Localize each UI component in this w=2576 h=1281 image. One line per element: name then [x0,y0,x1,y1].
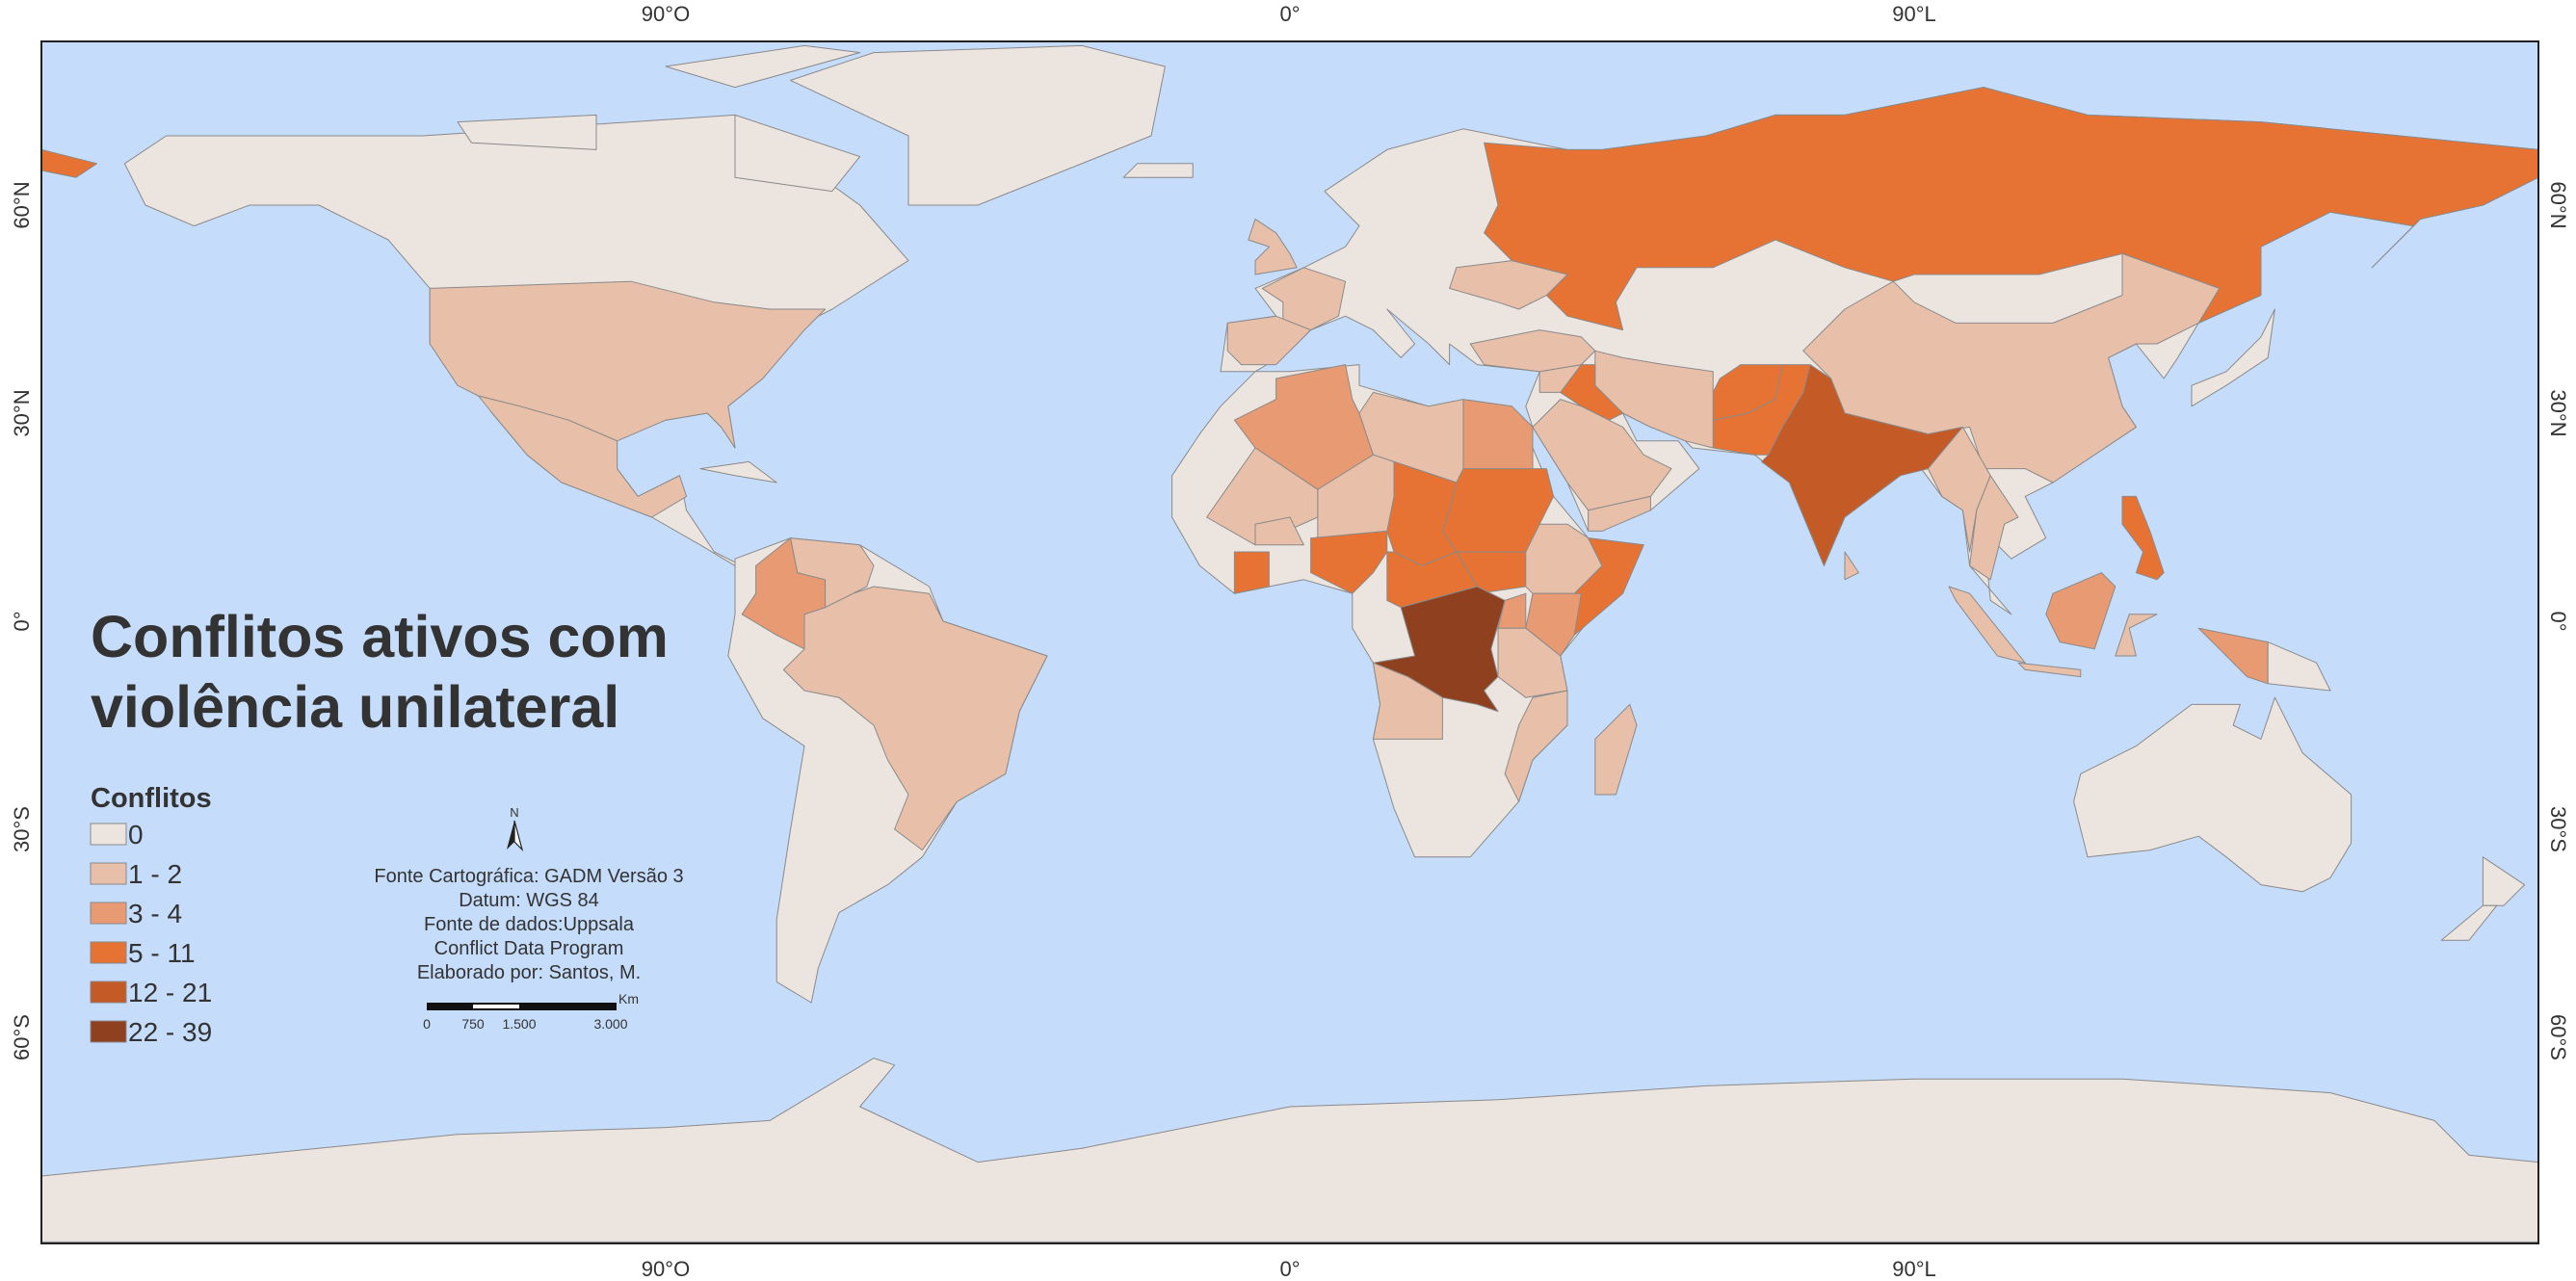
country [734,114,861,193]
legend-label: 3 - 4 [128,899,182,928]
country [790,44,1166,206]
legend-label: 22 - 39 [128,1017,212,1047]
country [1525,592,1582,657]
title: Conflitos ativos com violência unilatera… [91,604,669,740]
longitude-label: 90°O [642,2,690,26]
country [1712,364,1783,421]
country [2482,856,2526,906]
legend-swatch [90,902,127,925]
legend-title: Conflitos [91,783,212,814]
scale-label: 3.000 [593,1016,627,1032]
country [457,114,597,150]
country [1449,260,1568,310]
scale-unit: Km [618,991,639,1006]
latitude-label: 60°S [10,1014,34,1060]
credit-line: Datum: WGS 84 [459,890,599,911]
legend-swatch [90,1020,127,1043]
title-line: violência unilateral [91,674,619,740]
country [1484,87,2539,331]
country [1226,315,1312,366]
country [1456,551,1527,594]
legend-label: 1 - 2 [128,859,182,889]
graticule-labels: 90°O 90°O 0° 0° 90°L 90°L 60°N 60°N 30°N 30°N 0° 0°… [10,2,2570,1281]
country [478,395,688,518]
scale-bar: 0 750 1.500 3.000 Km [423,991,639,1032]
country [2191,308,2275,407]
credit-line: Elaborado por: Santos, M. [417,962,641,983]
credit-line: Fonte Cartográfica: GADM Versão 3 [374,866,683,887]
latitude-label: 30°N [2546,389,2570,436]
land [40,44,2539,1242]
north-label: N [510,805,518,820]
latitude-label: 60°S [2546,1014,2570,1060]
longitude-label: 90°L [1892,1257,1936,1281]
country [2115,614,2158,657]
country [2121,495,2165,581]
north-arrow-right [513,820,524,852]
scale-label: 0 [423,1016,431,1032]
country [40,1058,2539,1242]
latitude-label: 0° [10,611,34,631]
country [1233,551,1270,594]
legend-swatch [90,941,127,964]
country [2440,904,2498,941]
country [1248,218,1298,275]
country [1532,399,1672,511]
map-frame [40,40,2539,1244]
country [1254,516,1304,546]
country [1969,475,2019,581]
country [1844,551,1859,581]
country [790,537,875,609]
title-line: Conflitos ativos com [91,604,669,669]
scale-label: 750 [461,1016,485,1032]
country [1372,662,1443,740]
legend-label: 5 - 11 [128,938,196,968]
longitude-label: 90°L [1892,2,1936,26]
country [2197,627,2269,685]
country [1122,163,1194,178]
credit-line: Conflict Data Program [434,938,624,959]
longitude-label: 0° [1279,2,1300,26]
country [1588,495,1651,532]
scale-label: 1.500 [502,1016,536,1032]
country [1469,329,1596,373]
longitude-label: 90°O [642,1257,690,1281]
latitude-label: 60°N [10,181,34,228]
country [1594,703,1638,796]
north-arrow: N [507,805,524,852]
scale-bar-segment [520,1005,611,1008]
country [665,44,861,89]
latitude-label: 30°S [10,806,34,852]
credit-line: Fonte de dados:Uppsala [424,914,635,935]
legend-label: 12 - 21 [128,978,212,1007]
legend-swatch [90,823,127,846]
country [2073,696,2353,893]
latitude-label: 0° [2546,611,2570,631]
latitude-label: 30°S [2546,806,2570,852]
country [699,460,777,484]
country [1948,586,2026,664]
country [1462,399,1534,470]
country [1504,690,1568,802]
north-arrow-left [507,821,514,850]
country [1261,267,1347,331]
legend-swatch [90,980,127,1004]
latitude-label: 30°N [10,389,34,436]
legend-label: 0 [128,820,144,850]
country [2045,572,2116,650]
latitude-label: 60°N [2546,181,2570,228]
longitude-label: 0° [1279,1257,1300,1281]
credits: Fonte Cartográfica: GADM Versão 3 Datum: … [374,866,683,983]
country [2267,641,2331,692]
legend: 0 1 - 2 3 - 4 5 - 11 12 - 21 22 - 39 [90,820,212,1047]
legend-swatch [90,862,127,885]
scale-bar-segment [473,1005,519,1008]
country [2017,662,2082,678]
